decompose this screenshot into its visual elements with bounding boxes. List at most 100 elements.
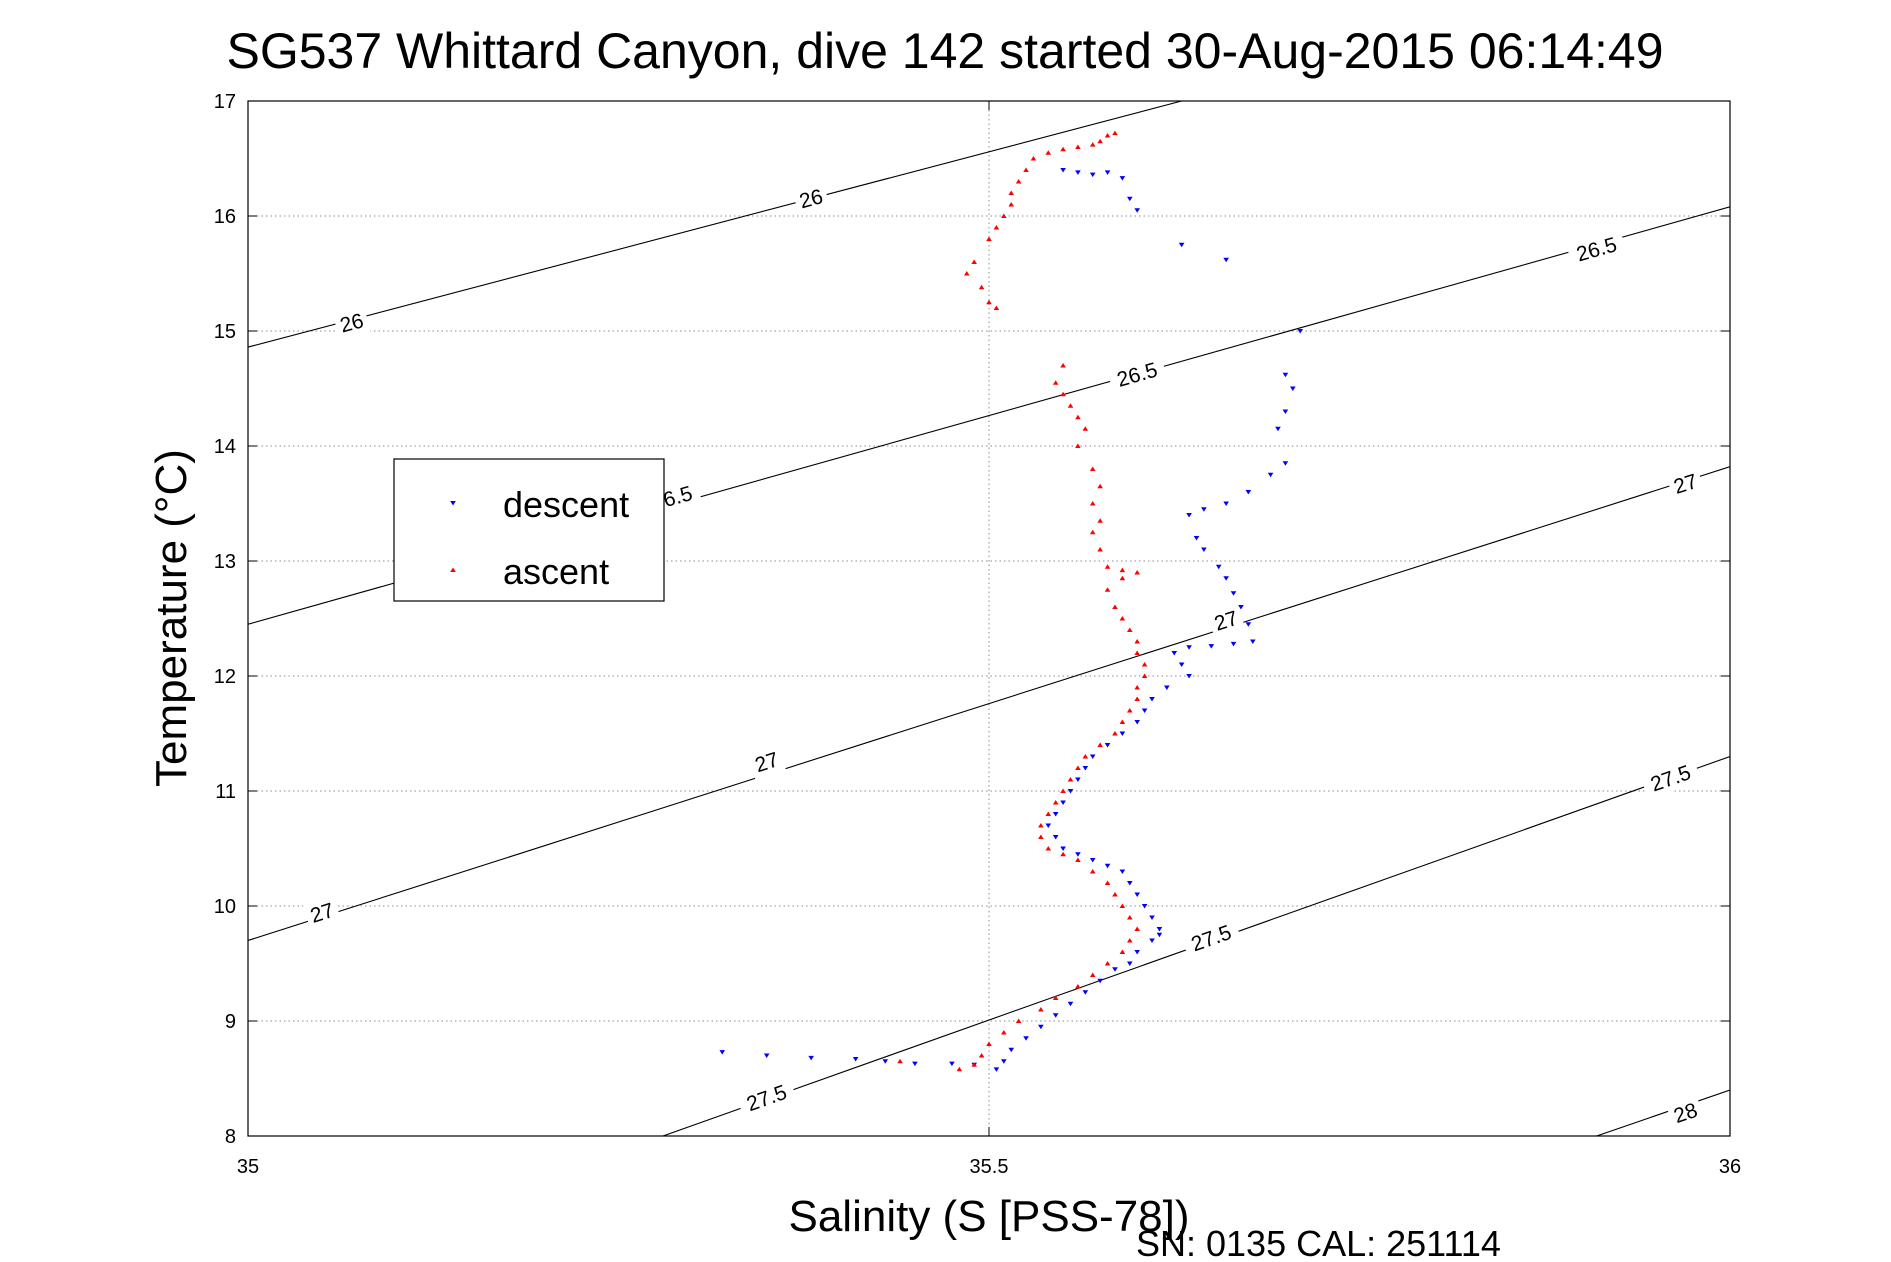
descent-point xyxy=(1156,932,1163,938)
ascent-point xyxy=(1119,903,1126,908)
descent-point xyxy=(1104,743,1111,748)
ascent-point xyxy=(1141,673,1148,678)
descent-point xyxy=(1141,708,1148,714)
ascent-point xyxy=(978,1052,985,1058)
ascent-point xyxy=(1112,604,1118,609)
ascent-point xyxy=(1112,730,1118,736)
descent-point xyxy=(1038,1024,1044,1030)
ascent-point xyxy=(1089,142,1096,147)
ascent-point xyxy=(1060,362,1066,368)
data-series xyxy=(719,130,1304,1072)
ascent-point xyxy=(1134,926,1140,931)
ascent-point xyxy=(963,270,970,276)
ascent-point xyxy=(1082,426,1089,431)
descent-point xyxy=(1119,176,1126,181)
descent-point xyxy=(1215,564,1222,570)
ascent-point xyxy=(1015,1018,1022,1023)
descent-point xyxy=(1075,777,1081,783)
contour-28: 28 xyxy=(1596,1089,1730,1136)
y-tick-label: 10 xyxy=(214,896,236,918)
descent-point xyxy=(1249,639,1256,645)
ascent-point xyxy=(897,1058,903,1064)
y-tick-label: 9 xyxy=(225,1011,236,1033)
descent-point xyxy=(1186,645,1192,650)
ascent-point xyxy=(1075,857,1081,862)
ascent-point xyxy=(1119,575,1126,581)
descent-point xyxy=(1075,852,1081,857)
descent-point xyxy=(1089,858,1096,863)
y-tick-label: 15 xyxy=(214,321,236,343)
descent-point xyxy=(1164,685,1170,691)
x-axis-label: Salinity (S [PSS-78]) xyxy=(788,1192,1189,1241)
contour-label-bg xyxy=(735,1076,798,1120)
contour-label-bg xyxy=(1666,466,1705,502)
descent-point xyxy=(1075,170,1081,175)
ascent-point xyxy=(1141,661,1148,667)
descent-point xyxy=(1141,904,1148,909)
descent-point xyxy=(882,1059,889,1064)
ascent-point xyxy=(1134,569,1140,575)
descent-point xyxy=(1238,605,1244,610)
ascent-point xyxy=(1060,851,1066,857)
descent-point xyxy=(1134,892,1140,898)
contour-line xyxy=(248,466,1730,942)
descent-point xyxy=(1060,168,1066,173)
descent-point xyxy=(1060,800,1066,806)
contour-27.5: 27.527.527.5 xyxy=(662,755,1730,1136)
series-descent xyxy=(719,168,1304,1072)
descent-point xyxy=(1275,426,1281,432)
descent-point xyxy=(1104,863,1111,869)
ascent-point xyxy=(1008,201,1015,207)
ascent-point xyxy=(993,305,1000,310)
descent-point xyxy=(1223,257,1229,263)
ascent-point xyxy=(1052,380,1059,385)
descent-point xyxy=(1186,513,1192,518)
descent-point xyxy=(1290,386,1296,392)
ascent-point xyxy=(1119,567,1126,573)
ascent-point xyxy=(1023,167,1029,172)
descent-point xyxy=(1178,242,1185,248)
series-ascent xyxy=(897,130,1148,1072)
contour-line xyxy=(1596,1089,1730,1136)
descent-point xyxy=(1001,1059,1007,1064)
descent-point xyxy=(1045,823,1052,829)
descent-point xyxy=(1186,674,1192,679)
descent-point xyxy=(1104,170,1111,175)
contour-label-bg xyxy=(1666,1095,1705,1131)
contour-label-bg xyxy=(302,895,342,931)
descent-point xyxy=(1149,915,1155,921)
ascent-point xyxy=(1075,414,1081,420)
ascent-point xyxy=(1075,144,1081,149)
y-tick-label: 8 xyxy=(225,1126,236,1148)
ascent-point xyxy=(1126,914,1133,920)
contour-label-bg xyxy=(1639,756,1702,800)
ascent-point xyxy=(1104,564,1111,569)
ascent-point xyxy=(1060,146,1066,152)
contour-label-bg xyxy=(1180,916,1243,960)
descent-point xyxy=(1282,461,1289,466)
descent-point xyxy=(1267,472,1274,478)
descent-point xyxy=(1282,372,1289,378)
descent-point xyxy=(1208,644,1215,649)
descent-point xyxy=(1052,1013,1059,1018)
ascent-point xyxy=(986,236,992,241)
descent-point xyxy=(1119,731,1126,737)
descent-point xyxy=(1178,662,1185,668)
y-tick-label: 13 xyxy=(214,551,236,573)
ascent-point xyxy=(1089,868,1096,874)
legend-box xyxy=(393,458,665,602)
y-tick-label: 17 xyxy=(214,91,236,113)
ascent-point xyxy=(1112,891,1118,897)
ascent-point xyxy=(1089,972,1096,977)
descent-point xyxy=(1134,720,1140,725)
descent-point xyxy=(1082,766,1089,771)
ascent-point xyxy=(1097,518,1103,523)
descent-point xyxy=(719,1050,726,1055)
legend-marker-ascent xyxy=(450,567,456,572)
contour-label-bg xyxy=(792,182,830,216)
legend-label-ascent: ascent xyxy=(503,551,609,592)
descent-point xyxy=(1023,1036,1029,1041)
ascent-point xyxy=(1104,880,1111,885)
descent-point xyxy=(949,1061,955,1067)
